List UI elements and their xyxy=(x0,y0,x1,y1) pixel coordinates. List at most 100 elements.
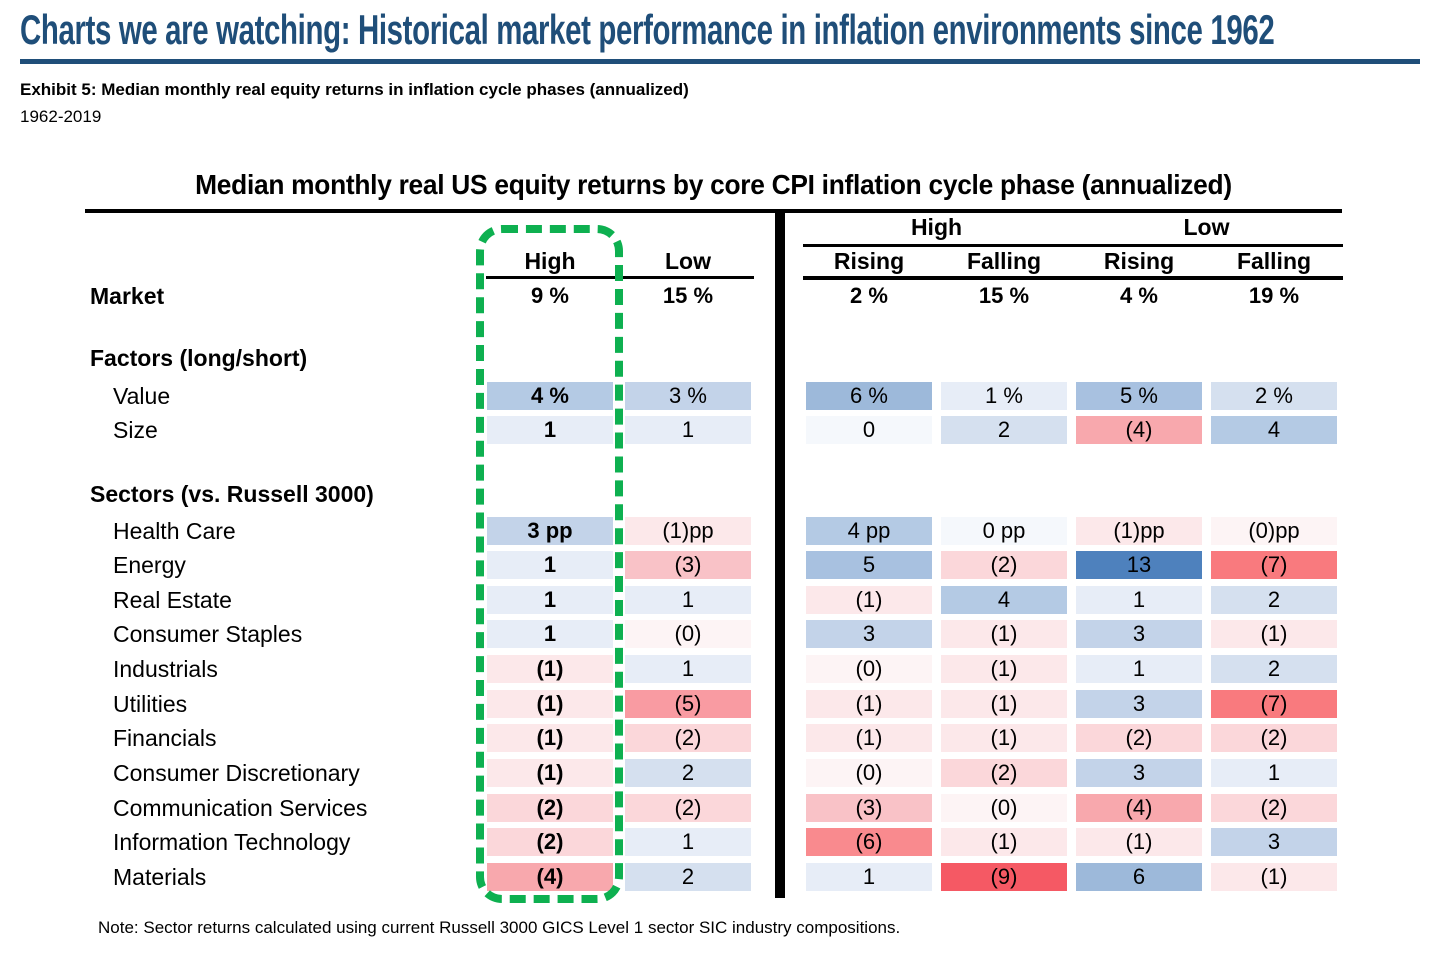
row-label: Sectors (vs. Russell 3000) xyxy=(90,481,374,507)
value-cell: (1) xyxy=(941,828,1067,856)
value-cell: 0 pp xyxy=(941,517,1067,545)
value-cell: 15 % xyxy=(662,283,714,308)
value-cell: (0)pp xyxy=(1211,517,1337,545)
value-cell: (0) xyxy=(625,620,751,648)
table-title: Median monthly real US equity returns by… xyxy=(195,169,1232,200)
value-cell: 13 xyxy=(1076,551,1202,579)
value-cell: 2 xyxy=(941,416,1067,444)
table-top-rule xyxy=(85,209,1342,213)
group-header-high: High xyxy=(910,214,963,240)
table-row: Real Estate 1 1 (1) 4 1 2 xyxy=(0,586,1440,614)
value-cell: (4) xyxy=(487,863,613,891)
value-cell: 1 xyxy=(1211,759,1337,787)
exhibit-period: 1962-2019 xyxy=(20,107,102,126)
row-label: Information Technology xyxy=(113,829,351,855)
table-row: Industrials (1) 1 (0) (1) 1 2 xyxy=(0,655,1440,683)
right-group-underline xyxy=(803,244,1343,247)
value-cell: 1 xyxy=(1076,655,1202,683)
value-cell: 6 xyxy=(1076,863,1202,891)
value-cell: 3 xyxy=(1076,690,1202,718)
value-cell: (7) xyxy=(1211,551,1337,579)
exhibit-title: Exhibit 5: Median monthly real equity re… xyxy=(20,80,689,99)
value-cell: 3 xyxy=(1211,828,1337,856)
page-title: Charts we are watching: Historical marke… xyxy=(20,6,1275,53)
table-row: Health Care 3 pp (1)pp 4 pp 0 pp (1)pp (0)pp xyxy=(0,517,1440,545)
row-label: Materials xyxy=(113,864,207,890)
section-row: Sectors (vs. Russell 3000) xyxy=(0,480,1440,508)
value-cell: 1 xyxy=(625,586,751,614)
value-cell: 2 xyxy=(1211,586,1337,614)
value-cell: 3 % xyxy=(625,382,751,410)
col-header-high-falling: Falling xyxy=(966,248,1042,274)
value-cell: 15 % xyxy=(978,283,1030,308)
value-cell: (2) xyxy=(487,828,613,856)
table-row: Consumer Discretionary (1) 2 (0) (2) 3 1 xyxy=(0,759,1440,787)
value-cell: 1 xyxy=(1076,586,1202,614)
value-cell: 19 % xyxy=(1248,283,1300,308)
value-cell: (1) xyxy=(1211,620,1337,648)
row-label: Utilities xyxy=(113,691,188,717)
row-label: Size xyxy=(113,417,158,443)
table-row: Communication Services (2) (2) (3) (0) (4) (2) xyxy=(0,794,1440,822)
value-cell: (4) xyxy=(1076,794,1202,822)
row-label: Energy xyxy=(113,552,186,578)
value-cell: 1 xyxy=(625,828,751,856)
value-cell: (3) xyxy=(625,551,751,579)
row-label: Market xyxy=(90,283,165,309)
value-cell: 1 % xyxy=(941,382,1067,410)
group-header-low: Low xyxy=(1183,214,1230,240)
value-cell: (1) xyxy=(487,655,613,683)
value-cell: (1)pp xyxy=(625,517,751,545)
value-cell: (4) xyxy=(1076,416,1202,444)
vertical-divider xyxy=(775,209,785,898)
value-cell: 3 xyxy=(806,620,932,648)
value-cell: 2 % xyxy=(850,283,888,308)
value-cell: 9 % xyxy=(531,283,569,308)
value-cell: (1) xyxy=(941,690,1067,718)
value-cell: 1 xyxy=(487,416,613,444)
value-cell: (1) xyxy=(1076,828,1202,856)
value-cell: 5 xyxy=(806,551,932,579)
value-cell: 1 xyxy=(487,586,613,614)
value-cell: 4 xyxy=(1211,416,1337,444)
value-cell: (2) xyxy=(1076,724,1202,752)
value-cell: 4 xyxy=(941,586,1067,614)
value-cell: 0 xyxy=(806,416,932,444)
right-header-underline xyxy=(803,276,1343,280)
table-row: Consumer Staples 1 (0) 3 (1) 3 (1) xyxy=(0,620,1440,648)
row-label: Health Care xyxy=(113,518,236,544)
value-cell: 5 % xyxy=(1076,382,1202,410)
table-row: Energy 1 (3) 5 (2) 13 (7) xyxy=(0,551,1440,579)
row-label: Value xyxy=(113,383,171,409)
value-cell: (2) xyxy=(941,759,1067,787)
value-cell: 1 xyxy=(625,655,751,683)
value-cell: 3 xyxy=(1076,620,1202,648)
value-cell: (1) xyxy=(487,724,613,752)
value-cell: 1 xyxy=(487,620,613,648)
value-cell: (1)pp xyxy=(1076,517,1202,545)
value-cell: (1) xyxy=(941,620,1067,648)
title-rule xyxy=(20,59,1420,64)
value-cell: (1) xyxy=(941,655,1067,683)
value-cell: 6 % xyxy=(806,382,932,410)
table-row: Value 4 % 3 % 6 % 1 % 5 % 2 % xyxy=(0,382,1440,410)
footnote: Note: Sector returns calculated using cu… xyxy=(98,918,901,937)
col-header-low-falling: Falling xyxy=(1236,248,1312,274)
value-cell: 4 % xyxy=(1120,283,1158,308)
value-cell: 1 xyxy=(806,863,932,891)
value-cell: 1 xyxy=(487,551,613,579)
table-row: Financials (1) (2) (1) (1) (2) (2) xyxy=(0,724,1440,752)
table-row: Market 9 % 15 % 2 % 15 % 4 % 19 % xyxy=(0,282,1440,310)
value-cell: (1) xyxy=(487,690,613,718)
value-cell: (2) xyxy=(625,724,751,752)
value-cell: 1 xyxy=(625,416,751,444)
value-cell: (6) xyxy=(806,828,932,856)
value-cell: (1) xyxy=(806,690,932,718)
table-row: Materials (4) 2 1 (9) 6 (1) xyxy=(0,863,1440,891)
value-cell: (9) xyxy=(941,863,1067,891)
value-cell: (1) xyxy=(941,724,1067,752)
value-cell: (2) xyxy=(487,794,613,822)
value-cell: (5) xyxy=(625,690,751,718)
value-cell: 3 pp xyxy=(487,517,613,545)
